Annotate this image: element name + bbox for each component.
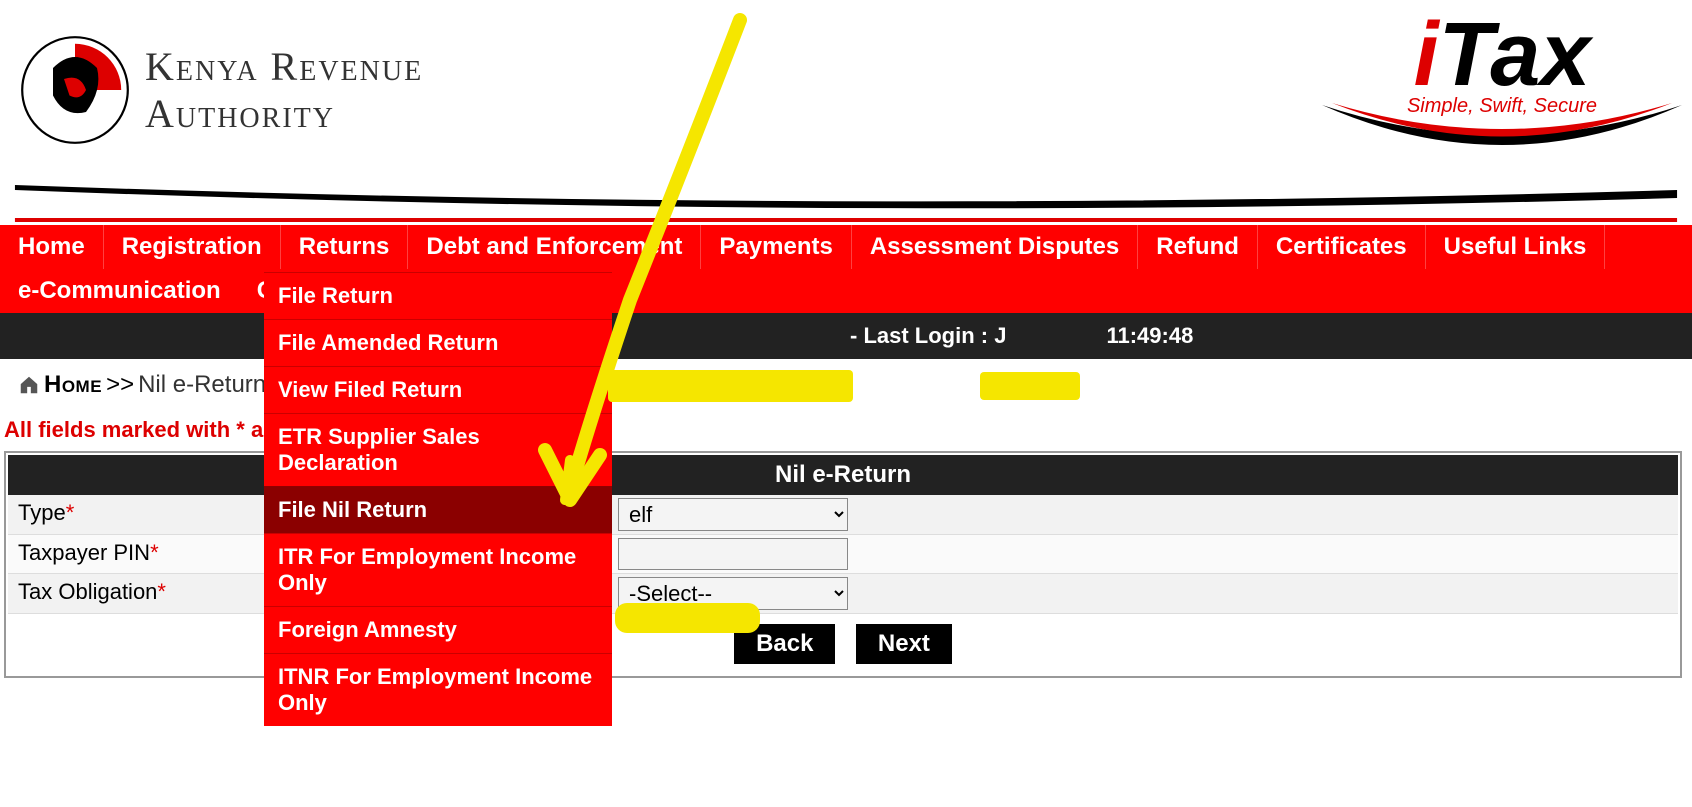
label-tax-obligation: Tax Obligation [18, 579, 157, 604]
next-button[interactable]: Next [856, 624, 952, 664]
submenu-itnr-employment[interactable]: ITNR For Employment Income Only [264, 653, 612, 726]
submenu-foreign-amnesty[interactable]: Foreign Amnesty [264, 606, 612, 653]
lion-logo-icon [20, 35, 130, 145]
kra-logo: Kenya Revenue Authority [20, 35, 423, 145]
swoosh-icon [1312, 95, 1692, 175]
brand-line1: Kenya Revenue [145, 43, 423, 90]
home-icon [18, 374, 40, 396]
last-login-label: - Last Login : J [850, 323, 1006, 349]
nav-refund[interactable]: Refund [1138, 225, 1258, 269]
returns-dropdown: File Return File Amended Return View Fil… [264, 272, 612, 726]
nav-registration[interactable]: Registration [104, 225, 281, 269]
redaction-pin [615, 603, 760, 633]
submenu-view-filed-return[interactable]: View Filed Return [264, 366, 612, 413]
redaction-login-date [980, 372, 1080, 400]
itax-logo: iTax Simple, Swift, Secure [1332, 10, 1672, 170]
submenu-file-amended-return[interactable]: File Amended Return [264, 319, 612, 366]
label-type: Type [18, 500, 66, 525]
redaction-username [608, 370, 853, 402]
form-title: Nil e-Return [8, 455, 1678, 495]
nav-useful-links[interactable]: Useful Links [1426, 225, 1606, 269]
form-buttons: Back Next [8, 614, 1678, 674]
submenu-file-nil-return[interactable]: File Nil Return [264, 486, 612, 533]
nav-ecommunication[interactable]: e-Communication [0, 269, 239, 313]
nav-certificates[interactable]: Certificates [1258, 225, 1426, 269]
input-taxpayer-pin[interactable] [618, 538, 848, 570]
itax-i: i [1414, 5, 1439, 105]
nav-assessment-disputes[interactable]: Assessment Disputes [852, 225, 1138, 269]
submenu-etr-supplier-sales[interactable]: ETR Supplier Sales Declaration [264, 413, 612, 486]
nav-returns[interactable]: Returns [281, 225, 409, 269]
nav-debt-enforcement[interactable]: Debt and Enforcement [408, 225, 701, 269]
label-taxpayer-pin: Taxpayer PIN [18, 540, 150, 565]
brand-line2: Authority [145, 90, 423, 137]
row-taxpayer-pin: Taxpayer PIN* [8, 535, 1678, 574]
status-bar: - Last Login : J 11:49:48 [0, 313, 1692, 359]
submenu-file-return[interactable]: File Return [264, 272, 612, 319]
main-nav: Home Registration Returns Debt and Enfor… [0, 225, 1692, 313]
select-type[interactable]: elf [618, 498, 848, 531]
breadcrumb-home[interactable]: Home [44, 371, 102, 399]
row-tax-obligation: Tax Obligation* -Select-- [8, 574, 1678, 614]
row-type: Type* elf [8, 495, 1678, 535]
nil-ereturn-form: Nil e-Return Type* elf Taxpayer PIN* Tax… [4, 451, 1682, 678]
submenu-itr-employment[interactable]: ITR For Employment Income Only [264, 533, 612, 606]
nav-payments[interactable]: Payments [701, 225, 851, 269]
last-login-time: 11:49:48 [1106, 323, 1193, 349]
itax-rest: Tax [1439, 5, 1591, 105]
breadcrumb-sep: >> [106, 371, 134, 399]
page-header: Kenya Revenue Authority iTax Simple, Swi… [0, 0, 1692, 180]
header-divider [0, 180, 1692, 225]
breadcrumb-current: Nil e-Return [138, 371, 266, 399]
mandatory-note: All fields marked with * ar [0, 411, 1692, 449]
nav-home[interactable]: Home [0, 225, 104, 269]
